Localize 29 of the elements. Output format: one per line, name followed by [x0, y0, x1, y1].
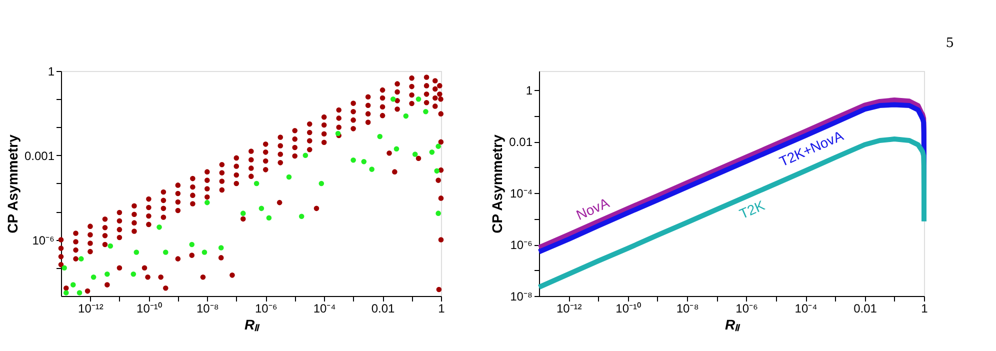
x-tick-label: 10⁻⁶: [736, 302, 758, 316]
x-axis-title: Rₗₗ: [724, 316, 742, 332]
x-tick-label: 0.01: [854, 302, 878, 316]
x-tick-label: 10⁻⁴: [794, 302, 818, 316]
y-tick-label: 10⁻⁸: [510, 290, 532, 304]
x-tick-label: 10⁻¹²: [78, 302, 104, 316]
x-tick-label: 10⁻⁴: [313, 302, 336, 316]
x-tick-label: 0.01: [371, 302, 396, 316]
text: T2K: [736, 196, 768, 222]
x-tick-label: 1: [438, 302, 446, 316]
text: NovA: [574, 194, 612, 223]
y-tick-label: 1: [526, 84, 533, 98]
y-axis-title: CP Asymmetry: [4, 134, 20, 234]
x-tick-label: 10⁻⁸: [196, 302, 219, 316]
y-tick-label: 1: [48, 64, 55, 78]
x-tick-label: 10⁻⁸: [676, 302, 699, 316]
x-tick-label: 10⁻¹²: [556, 302, 582, 316]
x-tick-label: 10⁻¹⁰: [616, 302, 642, 316]
text: 5: [946, 36, 954, 51]
y-tick-label: 0.001: [24, 148, 55, 163]
y-tick-label: 10⁻⁶: [510, 238, 533, 252]
x-tick-label: 10⁻⁶: [254, 302, 278, 316]
y-axis-title: CP Asymmetry: [489, 134, 506, 234]
x-tick-label: 10⁻¹⁰: [136, 302, 162, 316]
y-tick-label: 10⁻⁶: [32, 233, 55, 248]
x-tick-label: 1: [921, 302, 928, 316]
y-tick-label: 10⁻⁴: [510, 186, 532, 201]
x-axis-title: Rₗₗ: [244, 316, 261, 332]
y-tick-label: 0.01: [509, 135, 533, 150]
